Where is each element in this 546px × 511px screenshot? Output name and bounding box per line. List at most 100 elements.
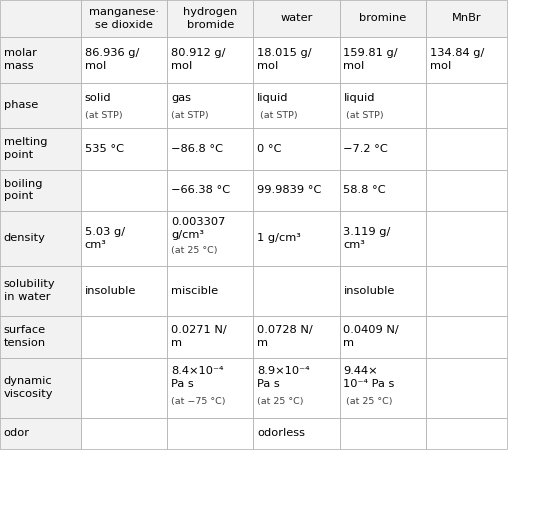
Bar — [340, 418, 426, 449]
Bar — [81, 211, 167, 266]
Bar — [426, 418, 507, 449]
Bar — [167, 266, 253, 316]
Text: melting
point: melting point — [4, 137, 48, 160]
Bar — [340, 0, 426, 37]
Text: 86.936 g/
mol: 86.936 g/ mol — [85, 49, 139, 71]
Text: insoluble: insoluble — [85, 286, 136, 296]
Bar — [167, 211, 253, 266]
Text: (at 25 °C): (at 25 °C) — [343, 397, 393, 406]
Text: hydrogen
bromide: hydrogen bromide — [183, 7, 238, 30]
Bar — [81, 0, 167, 37]
Text: 8.4×10⁻⁴
Pa s: 8.4×10⁻⁴ Pa s — [171, 366, 223, 389]
Bar — [81, 266, 167, 316]
Bar — [167, 358, 253, 418]
Bar — [340, 266, 426, 316]
Bar — [426, 170, 507, 211]
Bar — [167, 83, 253, 128]
Bar — [253, 211, 340, 266]
Text: insoluble: insoluble — [343, 286, 395, 296]
Text: odorless: odorless — [257, 428, 305, 438]
Bar — [340, 316, 426, 358]
Bar — [340, 37, 426, 83]
Bar — [167, 128, 253, 170]
Bar — [81, 358, 167, 418]
Bar — [0, 418, 81, 449]
Bar — [253, 170, 340, 211]
Text: (at −75 °C): (at −75 °C) — [171, 397, 225, 406]
Text: solid: solid — [85, 92, 111, 103]
Bar — [253, 37, 340, 83]
Bar — [253, 83, 340, 128]
Text: 58.8 °C: 58.8 °C — [343, 185, 386, 195]
Text: −86.8 °C: −86.8 °C — [171, 144, 223, 154]
Text: 535 °C: 535 °C — [85, 144, 123, 154]
Bar — [426, 358, 507, 418]
Bar — [253, 266, 340, 316]
Text: dynamic
viscosity: dynamic viscosity — [4, 377, 54, 399]
Bar — [81, 83, 167, 128]
Bar — [0, 211, 81, 266]
Bar — [167, 316, 253, 358]
Bar — [340, 128, 426, 170]
Bar — [0, 128, 81, 170]
Text: (at 25 °C): (at 25 °C) — [257, 397, 304, 406]
Text: 0.0271 N/
m: 0.0271 N/ m — [171, 326, 227, 348]
Bar — [81, 37, 167, 83]
Text: (at 25 °C): (at 25 °C) — [171, 246, 217, 256]
Bar — [81, 128, 167, 170]
Text: 0.0728 N/
m: 0.0728 N/ m — [257, 326, 313, 348]
Text: 0.003307
g/cm³: 0.003307 g/cm³ — [171, 217, 225, 240]
Text: boiling
point: boiling point — [4, 179, 43, 201]
Bar — [167, 0, 253, 37]
Bar — [167, 418, 253, 449]
Text: surface
tension: surface tension — [4, 326, 46, 348]
Bar — [253, 418, 340, 449]
Bar — [81, 418, 167, 449]
Bar — [0, 266, 81, 316]
Text: phase: phase — [4, 100, 38, 110]
Bar — [426, 0, 507, 37]
Bar — [253, 128, 340, 170]
Text: 8.9×10⁻⁴
Pa s: 8.9×10⁻⁴ Pa s — [257, 366, 310, 389]
Text: liquid: liquid — [343, 92, 375, 103]
Text: bromine: bromine — [359, 13, 406, 24]
Text: 3.119 g/
cm³: 3.119 g/ cm³ — [343, 227, 391, 249]
Bar — [81, 170, 167, 211]
Bar — [426, 128, 507, 170]
Text: gas: gas — [171, 92, 191, 103]
Text: solubility
in water: solubility in water — [4, 280, 56, 302]
Bar — [0, 37, 81, 83]
Bar — [426, 211, 507, 266]
Text: density: density — [4, 233, 46, 243]
Text: 0.0409 N/
m: 0.0409 N/ m — [343, 326, 399, 348]
Bar — [0, 83, 81, 128]
Text: 134.84 g/
mol: 134.84 g/ mol — [430, 49, 484, 71]
Text: odor: odor — [4, 428, 30, 438]
Bar — [340, 211, 426, 266]
Text: −7.2 °C: −7.2 °C — [343, 144, 388, 154]
Bar — [340, 358, 426, 418]
Text: manganese·
se dioxide: manganese· se dioxide — [89, 7, 159, 30]
Text: MnBr: MnBr — [452, 13, 481, 24]
Bar — [426, 266, 507, 316]
Bar — [340, 83, 426, 128]
Bar — [253, 316, 340, 358]
Text: 5.03 g/
cm³: 5.03 g/ cm³ — [85, 227, 124, 249]
Bar — [0, 170, 81, 211]
Bar — [0, 316, 81, 358]
Text: (at STP): (at STP) — [343, 111, 384, 120]
Bar — [0, 0, 81, 37]
Bar — [253, 358, 340, 418]
Text: miscible: miscible — [171, 286, 218, 296]
Bar — [167, 170, 253, 211]
Text: 9.44×
10⁻⁴ Pa s: 9.44× 10⁻⁴ Pa s — [343, 366, 395, 389]
Text: −66.38 °C: −66.38 °C — [171, 185, 230, 195]
Bar — [426, 316, 507, 358]
Text: 0 °C: 0 °C — [257, 144, 282, 154]
Text: water: water — [280, 13, 313, 24]
Text: liquid: liquid — [257, 92, 289, 103]
Bar — [426, 37, 507, 83]
Bar — [81, 316, 167, 358]
Text: 159.81 g/
mol: 159.81 g/ mol — [343, 49, 398, 71]
Text: (at STP): (at STP) — [257, 111, 298, 120]
